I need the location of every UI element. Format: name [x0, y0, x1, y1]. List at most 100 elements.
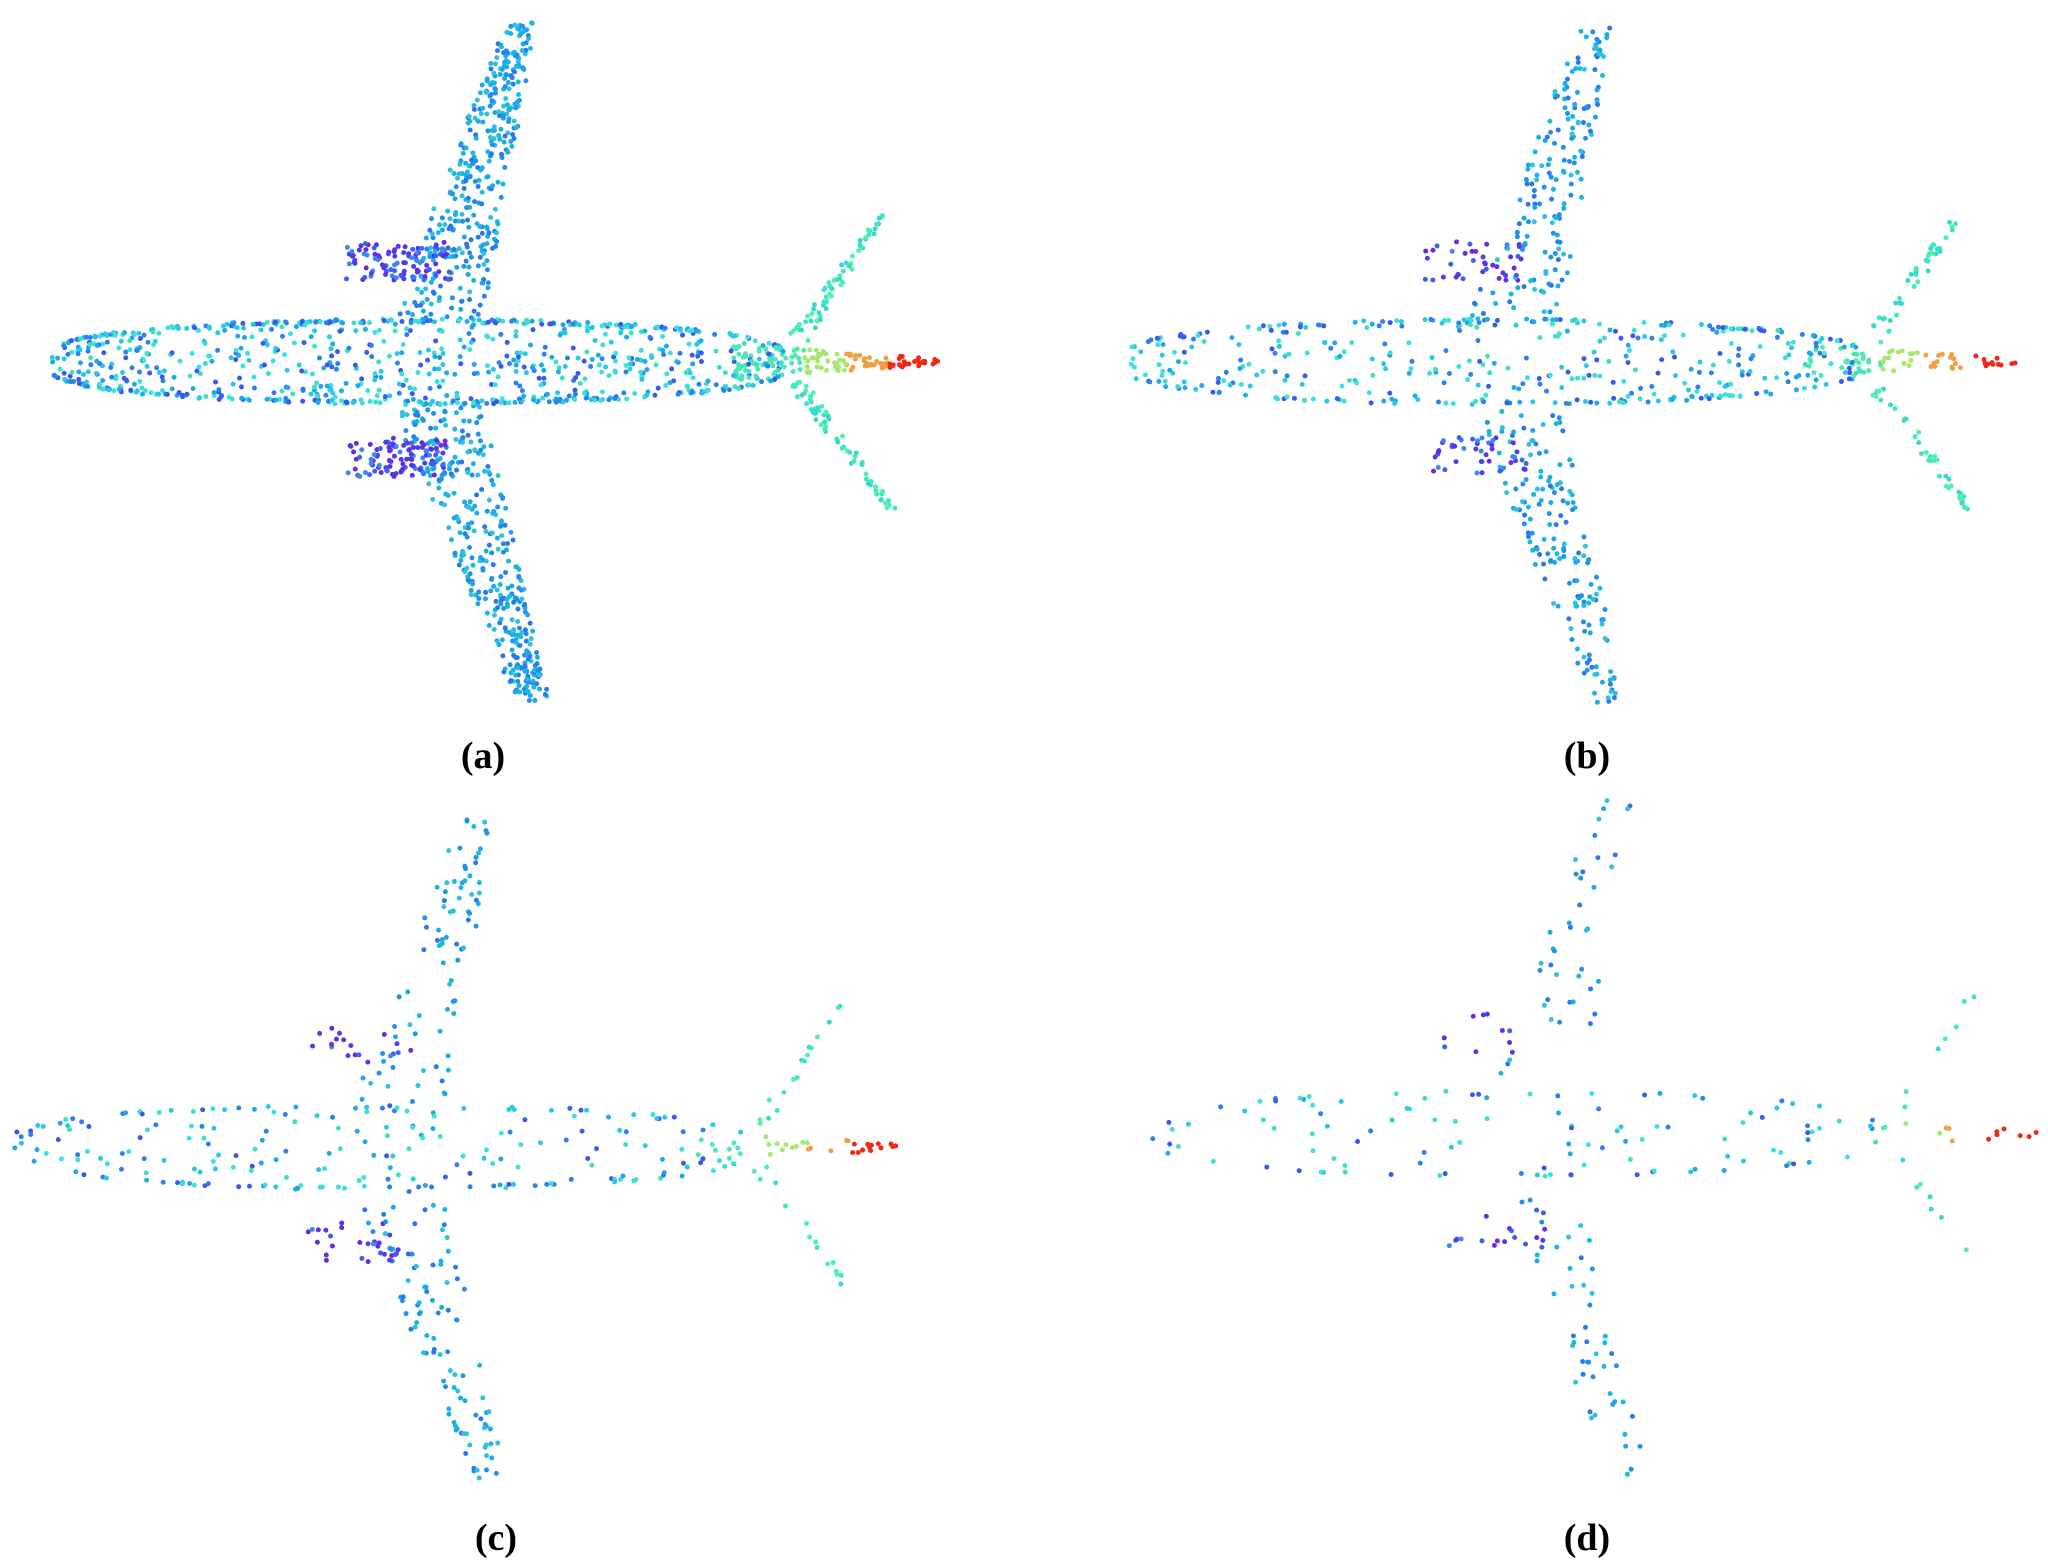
point — [841, 367, 847, 373]
point — [542, 344, 548, 350]
point — [1925, 268, 1931, 274]
point — [487, 471, 493, 477]
point — [479, 487, 485, 492]
point — [469, 555, 475, 561]
point — [441, 417, 447, 423]
point — [1430, 277, 1436, 283]
point — [866, 355, 872, 361]
point — [359, 447, 365, 453]
point — [75, 1152, 81, 1158]
point — [191, 1166, 197, 1172]
point — [1607, 1391, 1613, 1397]
point — [81, 1172, 87, 1178]
point — [1561, 541, 1567, 547]
point — [513, 688, 519, 694]
point — [736, 351, 742, 357]
point — [522, 1117, 528, 1123]
point — [841, 444, 847, 450]
point — [458, 306, 464, 312]
point — [816, 310, 822, 316]
point — [63, 1116, 69, 1122]
point — [835, 1005, 841, 1011]
point — [606, 322, 612, 328]
point — [283, 395, 289, 401]
point — [611, 354, 617, 360]
point — [1150, 1136, 1156, 1142]
point — [471, 361, 477, 367]
point — [544, 686, 550, 692]
point — [1496, 450, 1502, 456]
point — [599, 369, 605, 375]
point — [1588, 128, 1594, 134]
point — [1554, 301, 1560, 307]
point — [129, 365, 135, 371]
point — [1698, 395, 1704, 401]
point — [426, 347, 431, 353]
point — [627, 361, 633, 367]
point — [1913, 266, 1919, 272]
point — [1510, 440, 1516, 446]
point — [467, 1184, 473, 1190]
point — [1566, 920, 1572, 926]
point — [259, 1137, 265, 1143]
point — [500, 653, 506, 659]
panel-a — [49, 20, 941, 704]
point — [1697, 359, 1703, 365]
point — [1574, 89, 1580, 95]
point — [251, 374, 257, 380]
point — [1541, 561, 1546, 567]
point — [2026, 1134, 2032, 1140]
point — [592, 337, 598, 343]
point — [1842, 369, 1848, 375]
point — [470, 581, 476, 587]
point — [675, 391, 681, 397]
point — [731, 355, 737, 361]
point — [269, 326, 274, 332]
point — [69, 349, 75, 355]
point — [216, 1152, 222, 1158]
point — [349, 249, 355, 255]
point — [1851, 351, 1857, 357]
point — [567, 1105, 573, 1111]
point — [1247, 383, 1253, 389]
point — [301, 340, 307, 346]
point — [671, 1114, 677, 1120]
point — [1926, 457, 1932, 463]
point — [1961, 998, 1967, 1004]
point — [273, 397, 279, 403]
point — [476, 1475, 482, 1481]
point — [468, 339, 474, 345]
point — [1369, 321, 1375, 327]
point — [1537, 201, 1543, 207]
point — [71, 379, 77, 384]
point — [1925, 253, 1931, 259]
point — [900, 363, 906, 369]
point — [1937, 1130, 1943, 1136]
point — [449, 537, 454, 543]
point — [460, 550, 466, 556]
point — [299, 318, 305, 324]
point — [1602, 1333, 1608, 1339]
point — [1597, 338, 1603, 344]
point — [487, 1426, 493, 1432]
point — [428, 245, 434, 251]
point — [649, 354, 655, 360]
point — [663, 382, 669, 388]
point — [1735, 353, 1741, 358]
point — [584, 324, 590, 330]
point — [1728, 381, 1734, 387]
point — [1456, 363, 1462, 369]
point — [644, 392, 650, 398]
point — [637, 369, 643, 375]
point — [621, 390, 627, 396]
point — [1578, 148, 1584, 154]
point — [511, 69, 517, 75]
point — [359, 376, 365, 382]
point — [534, 654, 540, 660]
point — [406, 1189, 412, 1195]
point — [737, 1151, 743, 1157]
point — [560, 322, 566, 328]
point — [424, 262, 430, 268]
point — [1655, 370, 1661, 376]
point — [1532, 204, 1538, 210]
